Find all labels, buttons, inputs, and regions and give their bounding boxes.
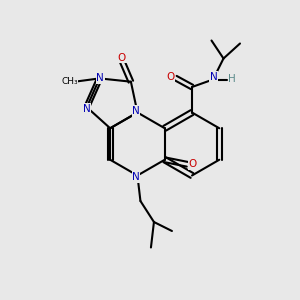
Text: CH₃: CH₃ [61, 77, 78, 86]
Text: N: N [210, 71, 218, 82]
Text: O: O [118, 53, 126, 63]
Text: O: O [188, 159, 197, 169]
Text: N: N [83, 104, 91, 114]
Text: H: H [228, 74, 236, 85]
Text: N: N [132, 106, 140, 116]
Text: N: N [132, 172, 140, 182]
Text: O: O [166, 71, 174, 82]
Text: N: N [96, 74, 104, 83]
